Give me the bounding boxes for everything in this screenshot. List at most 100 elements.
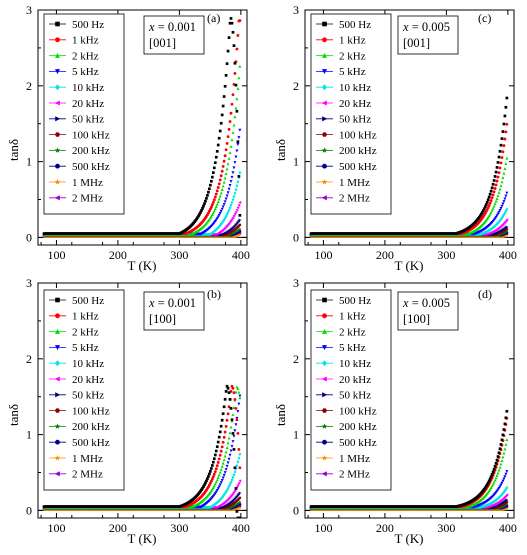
y-axis-label: tanδ bbox=[6, 139, 21, 161]
data-point bbox=[500, 161, 503, 164]
data-point bbox=[223, 95, 226, 98]
data-point bbox=[502, 150, 505, 153]
data-point bbox=[220, 122, 223, 125]
data-point bbox=[503, 144, 506, 147]
data-point bbox=[227, 135, 230, 138]
data-point bbox=[500, 180, 503, 183]
y-axis-label: tanδ bbox=[273, 139, 288, 161]
x-tick-label: 300 bbox=[437, 248, 455, 262]
data-point bbox=[226, 62, 229, 65]
legend-marker bbox=[322, 164, 327, 169]
y-tick-label: 1 bbox=[293, 155, 299, 169]
data-point bbox=[211, 203, 214, 206]
legend-label: 5 kHz bbox=[339, 66, 366, 78]
data-point bbox=[499, 167, 502, 170]
data-point bbox=[497, 194, 500, 197]
data-point bbox=[494, 187, 497, 190]
data-point bbox=[216, 150, 219, 153]
legend-label: 500 kHz bbox=[339, 161, 377, 173]
data-point bbox=[501, 137, 504, 140]
data-point bbox=[486, 201, 489, 204]
data-point bbox=[227, 50, 230, 53]
data-point bbox=[226, 167, 229, 170]
data-point bbox=[239, 218, 242, 221]
data-point bbox=[224, 176, 227, 179]
data-point bbox=[232, 93, 235, 96]
data-point bbox=[232, 123, 235, 126]
data-point bbox=[216, 189, 219, 192]
data-point bbox=[236, 180, 239, 184]
data-point bbox=[231, 176, 234, 179]
legend-label: 200 kHz bbox=[339, 145, 377, 157]
x-tick-label: 400 bbox=[232, 248, 250, 262]
legend-label: 50 kHz bbox=[72, 114, 104, 126]
panel-label: (a) bbox=[207, 11, 220, 25]
data-point bbox=[233, 115, 236, 118]
legend-label: 20 kHz bbox=[339, 98, 371, 110]
data-point bbox=[218, 182, 221, 185]
annotation-composition: x = 0.001 bbox=[148, 20, 196, 34]
data-point bbox=[239, 214, 242, 217]
data-point bbox=[236, 48, 239, 51]
data-point bbox=[493, 190, 496, 193]
data-point bbox=[204, 200, 207, 203]
y-tick-label: 3 bbox=[293, 3, 299, 17]
data-point bbox=[230, 112, 233, 115]
data-point bbox=[504, 115, 507, 118]
legend-label: 2 MHz bbox=[72, 193, 103, 205]
data-point bbox=[494, 202, 497, 205]
legend-label: 500 Hz bbox=[339, 19, 371, 31]
data-point bbox=[208, 187, 211, 190]
data-point bbox=[489, 202, 492, 205]
data-point bbox=[228, 188, 231, 191]
data-point bbox=[223, 160, 226, 163]
data-point bbox=[232, 166, 235, 169]
data-point bbox=[203, 202, 206, 205]
data-point bbox=[502, 172, 505, 175]
data-point bbox=[503, 138, 506, 141]
legend-marker bbox=[55, 22, 60, 27]
data-point bbox=[505, 157, 508, 160]
data-point bbox=[230, 17, 233, 20]
data-point bbox=[221, 188, 224, 191]
legend-label: 200 kHz bbox=[72, 145, 110, 157]
x-tick-label: 100 bbox=[314, 248, 332, 262]
x-axis-label: T (K) bbox=[394, 258, 423, 273]
data-point bbox=[492, 193, 495, 196]
legend-label: 20 kHz bbox=[72, 98, 104, 110]
y-tick-label: 1 bbox=[26, 155, 32, 169]
data-point bbox=[217, 186, 220, 189]
data-point bbox=[224, 200, 227, 203]
annotation-orientation: [001] bbox=[149, 36, 176, 50]
data-point bbox=[485, 203, 488, 206]
data-point bbox=[236, 206, 239, 209]
data-point bbox=[232, 31, 235, 34]
data-point bbox=[234, 106, 237, 109]
data-point bbox=[231, 131, 234, 134]
legend-marker bbox=[55, 164, 60, 169]
data-point bbox=[206, 194, 209, 197]
x-tick-label: 300 bbox=[170, 248, 188, 262]
data-point bbox=[226, 142, 229, 145]
data-point bbox=[238, 175, 241, 178]
x-tick-label: 100 bbox=[47, 521, 65, 535]
data-point bbox=[212, 171, 215, 174]
data-point bbox=[506, 97, 509, 100]
data-point bbox=[492, 183, 495, 186]
data-point bbox=[216, 203, 219, 206]
data-point bbox=[238, 171, 241, 175]
data-point bbox=[490, 199, 493, 202]
data-point bbox=[225, 172, 228, 175]
data-point bbox=[210, 180, 213, 183]
data-point bbox=[223, 181, 226, 184]
data-point bbox=[504, 130, 507, 133]
data-point bbox=[218, 137, 221, 140]
data-point bbox=[505, 192, 508, 195]
data-point bbox=[236, 110, 239, 113]
data-point bbox=[234, 188, 237, 192]
data-point bbox=[237, 76, 240, 79]
data-point bbox=[234, 62, 237, 65]
y-tick-label: 3 bbox=[26, 3, 32, 17]
